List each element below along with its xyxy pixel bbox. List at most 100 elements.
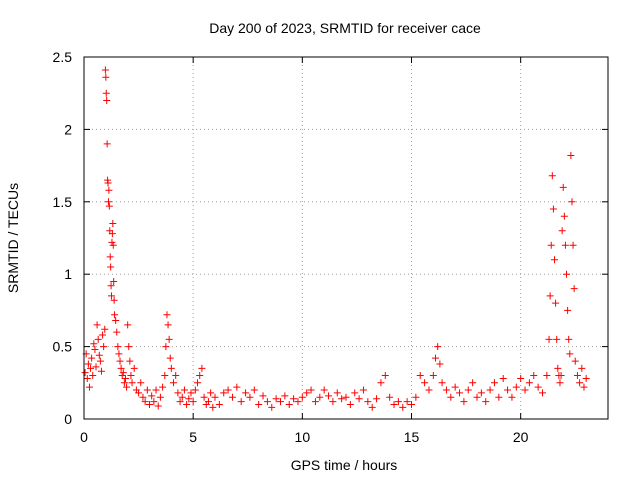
chart-title: Day 200 of 2023, SRMTID for receiver cac…: [209, 20, 481, 36]
data-point: [436, 360, 444, 368]
y-tick-label: 2.5: [53, 49, 73, 65]
data-point: [215, 401, 223, 409]
data-point: [196, 372, 204, 380]
data-point: [170, 379, 178, 387]
data-point: [568, 198, 576, 206]
data-point: [102, 89, 110, 97]
data-point: [565, 335, 573, 343]
data-point: [95, 351, 103, 359]
data-point: [464, 386, 472, 394]
x-tick-label: 15: [404, 429, 420, 445]
data-point: [573, 372, 581, 380]
data-point: [107, 263, 115, 271]
data-point: [346, 401, 354, 409]
data-point: [566, 350, 574, 358]
data-point: [123, 383, 131, 391]
data-point: [521, 386, 529, 394]
data-point: [447, 393, 455, 401]
data-point: [394, 398, 402, 406]
data-point: [552, 299, 560, 307]
data-point: [92, 363, 100, 371]
data-point: [166, 354, 174, 362]
data-point: [103, 140, 111, 148]
data-point: [421, 379, 429, 387]
data-point: [204, 398, 212, 406]
data-point: [194, 379, 202, 387]
data-point: [99, 331, 107, 339]
data-point: [557, 372, 565, 380]
data-point: [469, 379, 477, 387]
data-point: [564, 306, 572, 314]
data-point: [325, 392, 333, 400]
data-point: [242, 389, 250, 397]
data-point: [307, 386, 315, 394]
data-point: [263, 398, 271, 406]
data-point: [342, 393, 350, 401]
data-point: [187, 389, 195, 397]
data-point: [546, 292, 554, 300]
data-point: [150, 398, 158, 406]
data-point: [121, 374, 129, 382]
data-point: [106, 253, 114, 261]
data-point: [85, 383, 93, 391]
data-point: [255, 401, 263, 409]
x-tick-label: 20: [513, 429, 529, 445]
data-point: [571, 357, 579, 365]
data-point: [432, 354, 440, 362]
data-point: [553, 335, 561, 343]
data-point: [108, 230, 116, 238]
data-point: [224, 386, 232, 394]
data-point: [211, 393, 219, 401]
data-point: [403, 398, 411, 406]
data-point: [83, 374, 91, 382]
data-point: [543, 372, 551, 380]
data-point: [118, 372, 126, 380]
data-point: [128, 379, 136, 387]
data-point: [547, 241, 555, 249]
data-point: [329, 398, 337, 406]
plot-frame: [83, 56, 609, 420]
data-point: [377, 379, 385, 387]
data-point: [126, 357, 134, 365]
data-point: [96, 357, 104, 365]
data-point: [101, 66, 109, 74]
data-point: [338, 395, 346, 403]
data-point: [560, 212, 568, 220]
data-point: [246, 393, 254, 401]
data-point: [517, 374, 525, 382]
data-point: [486, 386, 494, 394]
data-point: [399, 403, 407, 411]
data-point: [548, 172, 556, 180]
y-tick-label: 1: [64, 266, 72, 282]
data-point: [237, 398, 245, 406]
data-point: [534, 383, 542, 391]
data-point: [576, 379, 584, 387]
data-point: [137, 379, 145, 387]
data-point: [429, 372, 437, 380]
y-tick-label: 2: [64, 121, 72, 137]
data-point: [333, 389, 341, 397]
data-point: [567, 151, 575, 159]
x-tick-label: 0: [80, 429, 88, 445]
x-tick-label: 10: [295, 429, 311, 445]
data-point: [386, 393, 394, 401]
data-point: [97, 367, 105, 375]
data-point: [164, 321, 172, 329]
data-point: [351, 389, 359, 397]
data-point: [368, 403, 376, 411]
data-point: [161, 372, 169, 380]
data-point: [268, 403, 276, 411]
data-point: [112, 317, 120, 325]
data-point: [107, 282, 115, 290]
data-point: [233, 383, 241, 391]
data-point: [165, 335, 173, 343]
data-point: [103, 96, 111, 104]
data-point: [191, 386, 199, 394]
data-point: [434, 343, 442, 351]
data-point: [355, 395, 363, 403]
data-point: [580, 383, 588, 391]
data-point: [87, 364, 95, 372]
data-point: [135, 389, 143, 397]
data-point: [109, 241, 117, 249]
